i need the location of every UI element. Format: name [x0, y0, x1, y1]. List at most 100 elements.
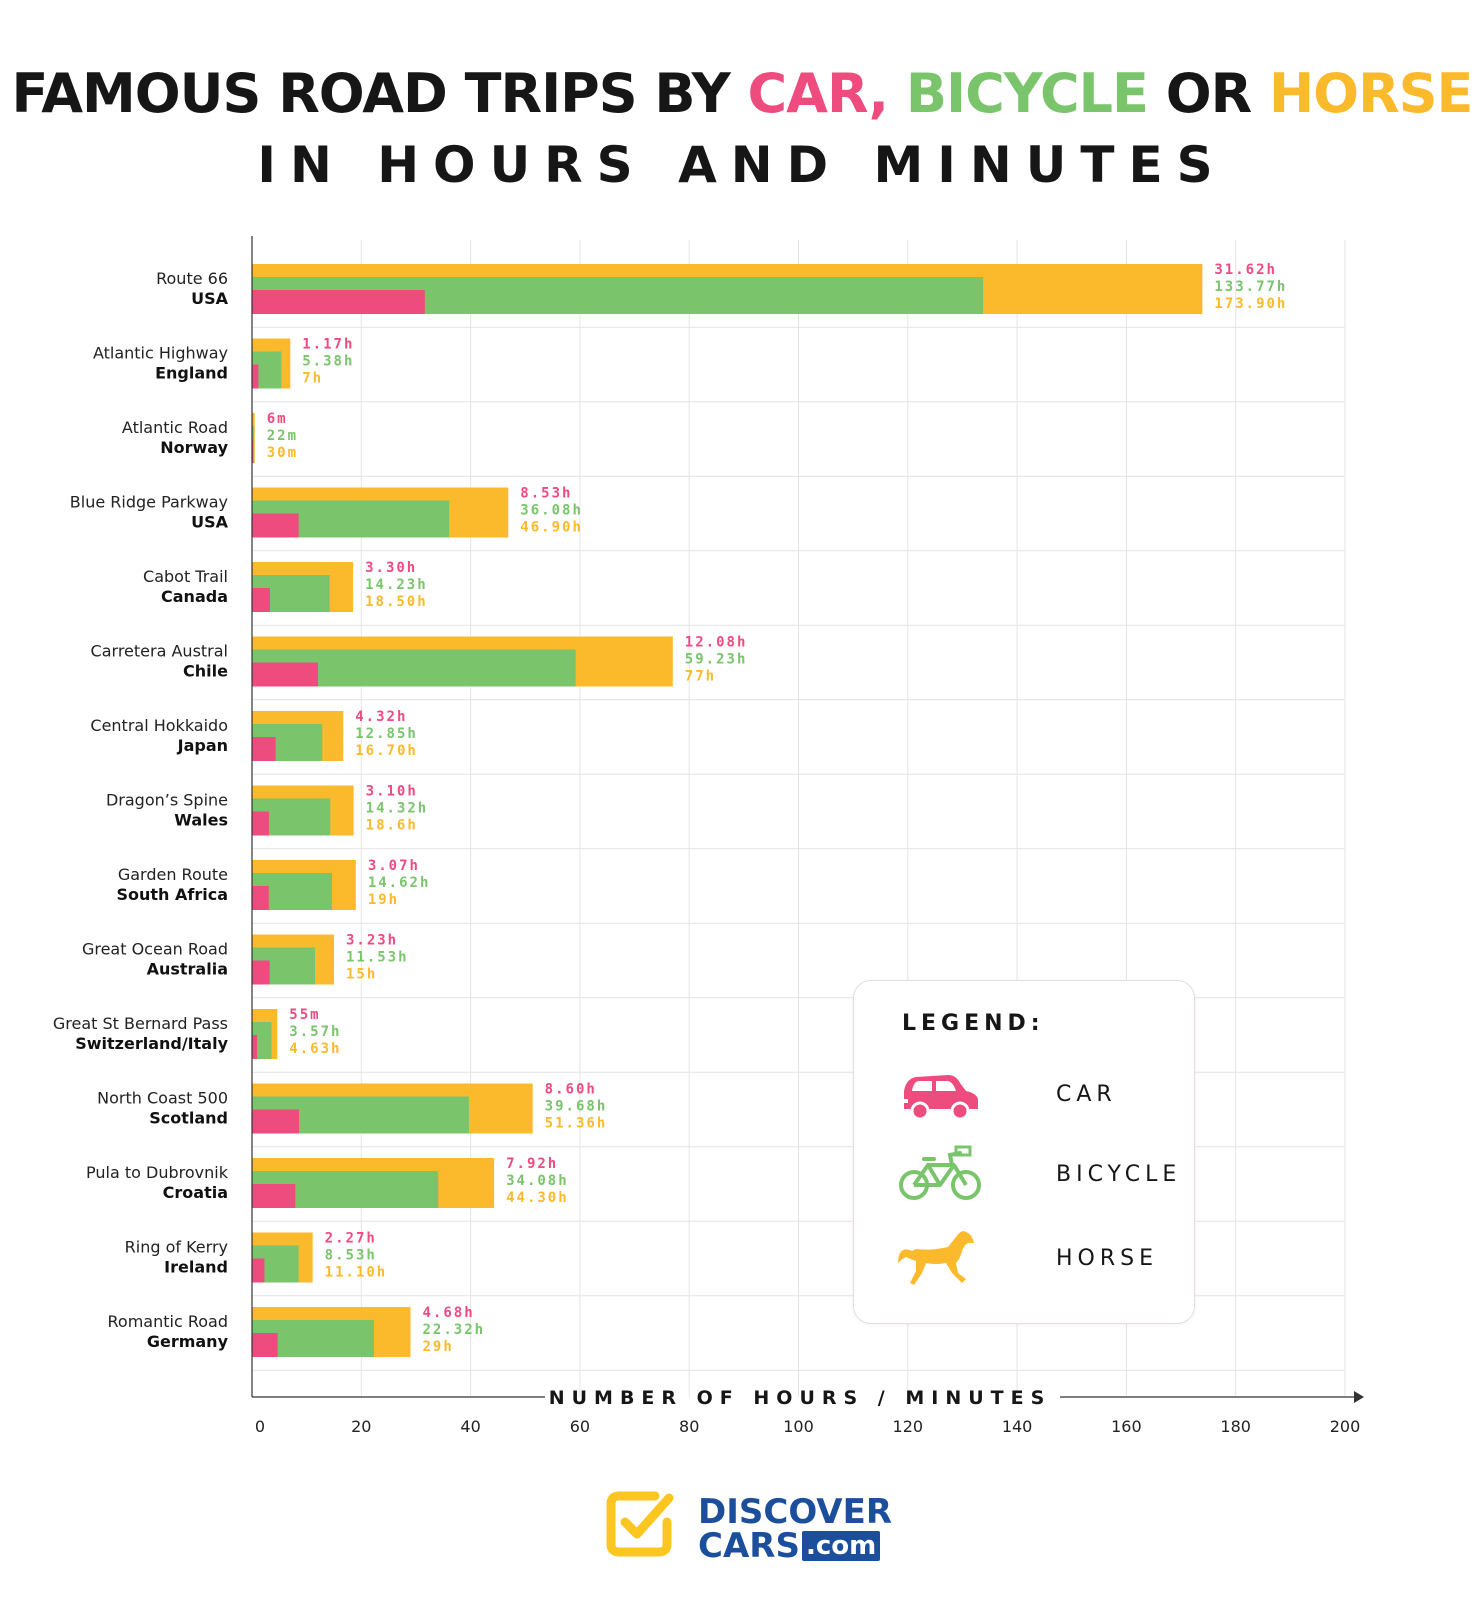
tick-label-180: 180 [1220, 1417, 1251, 1436]
value-label-car-4: 3.30h [365, 560, 417, 576]
category-name-8: Garden Route [118, 865, 228, 884]
tick-label-160: 160 [1111, 1417, 1142, 1436]
value-label-horse-5: 77h [685, 669, 716, 685]
category-name-11: North Coast 500 [97, 1089, 228, 1108]
value-label-bicycle-9: 11.53h [346, 950, 409, 966]
category-country-6: Japan [177, 736, 228, 755]
value-label-car-7: 3.10h [366, 784, 418, 800]
bar-bicycle-2 [252, 426, 255, 463]
category-country-12: Croatia [163, 1183, 228, 1202]
category-name-7: Dragon’s Spine [106, 791, 228, 810]
value-label-horse-6: 16.70h [355, 743, 418, 759]
value-label-bicycle-4: 14.23h [365, 577, 428, 593]
value-label-car-10: 55m [289, 1007, 320, 1023]
value-label-bicycle-3: 36.08h [520, 503, 583, 519]
category-country-9: Australia [147, 960, 228, 979]
value-label-horse-14: 29h [422, 1339, 453, 1355]
category-country-2: Norway [160, 438, 228, 457]
value-label-car-9: 3.23h [346, 933, 398, 949]
category-country-11: Scotland [149, 1109, 228, 1128]
bar-car-11 [252, 1109, 299, 1134]
x-axis-title: NUMBER OF HOURS / MINUTES [549, 1387, 1052, 1409]
category-name-12: Pula to Dubrovnik [86, 1163, 229, 1182]
title-line-1: FAMOUS ROAD TRIPS BY CAR, BICYCLE OR HOR… [0, 60, 1484, 128]
category-name-14: Romantic Road [108, 1312, 228, 1331]
category-name-4: Cabot Trail [143, 567, 228, 586]
category-country-1: England [155, 364, 228, 383]
tick-label-0: 0 [255, 1417, 265, 1436]
tick-label-140: 140 [1002, 1417, 1033, 1436]
category-name-6: Central Hokkaido [90, 716, 228, 735]
bar-car-4 [252, 588, 271, 612]
tick-label-20: 20 [351, 1417, 371, 1436]
logo-check-icon [606, 1491, 674, 1557]
bar-car-0 [252, 290, 425, 314]
x-axis-arrow-icon [1354, 1391, 1364, 1403]
value-label-horse-3: 46.90h [520, 520, 583, 536]
value-label-bicycle-10: 3.57h [289, 1024, 341, 1040]
bar-car-12 [252, 1184, 296, 1208]
value-label-bicycle-6: 12.85h [355, 726, 418, 742]
bar-car-13 [252, 1258, 265, 1283]
value-label-car-11: 8.60h [545, 1082, 597, 1098]
tick-label-80: 80 [679, 1417, 699, 1436]
category-name-0: Route 66 [156, 269, 228, 288]
bar-car-10 [252, 1035, 258, 1059]
chart-title: FAMOUS ROAD TRIPS BY CAR, BICYCLE OR HOR… [0, 60, 1484, 200]
title-line-2: IN HOURS AND MINUTES [257, 136, 1227, 194]
value-label-bicycle-2: 22m [267, 428, 298, 444]
logo-text-discover: DISCOVER [698, 1492, 893, 1532]
category-country-14: Germany [147, 1332, 229, 1351]
value-label-horse-1: 7h [302, 371, 323, 387]
legend-item-horse: HORSE [896, 1229, 1186, 1289]
legend-label-bicycle: BICYCLE [1056, 1162, 1182, 1187]
value-label-horse-0: 173.90h [1214, 296, 1287, 312]
tick-label-60: 60 [570, 1417, 590, 1436]
category-name-10: Great St Bernard Pass [53, 1014, 228, 1033]
value-label-bicycle-0: 133.77h [1214, 279, 1287, 295]
value-label-car-13: 2.27h [325, 1231, 377, 1247]
bar-car-9 [252, 960, 270, 985]
bicycle-icon [899, 1145, 981, 1200]
legend-item-bicycle: BICYCLE [896, 1145, 1186, 1205]
category-country-5: Chile [183, 662, 228, 681]
legend-item-car: CAR [896, 1065, 1186, 1125]
value-label-horse-11: 51.36h [545, 1116, 608, 1132]
legend-title: LEGEND: [902, 1011, 1045, 1036]
category-country-0: USA [191, 289, 229, 308]
title-car: CAR, [747, 62, 890, 125]
bar-car-7 [252, 811, 269, 836]
logo-text-cars: CARS .com [698, 1526, 881, 1566]
title-horse: HORSE [1268, 62, 1473, 125]
bar-car-6 [252, 737, 276, 761]
bar-car-1 [252, 364, 259, 389]
value-label-car-2: 6m [267, 411, 288, 427]
value-label-car-12: 7.92h [506, 1156, 558, 1172]
value-label-car-0: 31.62h [1214, 262, 1277, 278]
value-label-horse-4: 18.50h [365, 594, 428, 610]
title-bicycle: BICYCLE [905, 62, 1149, 125]
tick-label-120: 120 [893, 1417, 924, 1436]
category-name-1: Atlantic Highway [93, 344, 228, 363]
value-label-bicycle-1: 5.38h [302, 354, 354, 370]
value-label-horse-7: 18.6h [366, 818, 418, 834]
value-label-bicycle-7: 14.32h [366, 801, 429, 817]
tick-label-100: 100 [783, 1417, 814, 1436]
car-icon [902, 1075, 978, 1121]
value-label-horse-12: 44.30h [506, 1190, 569, 1206]
value-label-bicycle-14: 22.32h [422, 1322, 485, 1338]
bar-car-14 [252, 1333, 278, 1357]
value-label-car-14: 4.68h [422, 1305, 474, 1321]
x-axis: NUMBER OF HOURS / MINUTES 0 20 40 60 80 100 120… [251, 236, 1364, 1436]
value-label-car-5: 12.08h [685, 635, 748, 651]
value-label-bicycle-8: 14.62h [368, 875, 431, 891]
value-label-horse-8: 19h [368, 892, 399, 908]
category-name-3: Blue Ridge Parkway [70, 493, 228, 512]
value-label-horse-2: 30m [267, 445, 298, 461]
value-label-horse-9: 15h [346, 967, 377, 983]
value-label-bicycle-11: 39.68h [545, 1099, 608, 1115]
legend: LEGEND: CAR BICYCLE HORSE [853, 980, 1195, 1324]
tick-label-40: 40 [460, 1417, 480, 1436]
